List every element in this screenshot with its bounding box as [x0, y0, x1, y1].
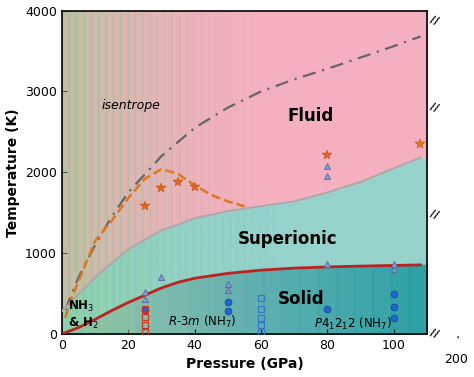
Text: //: // [429, 208, 440, 221]
Bar [113, 11, 120, 334]
Text: //: // [429, 14, 440, 26]
Bar [142, 11, 149, 334]
Bar [149, 11, 157, 334]
Bar [76, 11, 84, 334]
Text: NH$_3$
& H$_2$: NH$_3$ & H$_2$ [68, 299, 99, 331]
Bar [193, 11, 201, 334]
Text: Fluid: Fluid [288, 107, 334, 125]
Text: $R$-3$m$ (NH$_7$): $R$-3$m$ (NH$_7$) [168, 313, 237, 329]
Y-axis label: Temperature (K): Temperature (K) [6, 108, 19, 237]
X-axis label: Pressure (GPa): Pressure (GPa) [186, 357, 303, 371]
Bar [84, 11, 91, 334]
Bar [69, 11, 76, 334]
Bar [91, 11, 99, 334]
Bar [62, 11, 69, 334]
Bar [186, 11, 193, 334]
Text: 200: 200 [445, 353, 468, 366]
Text: Superionic: Superionic [238, 230, 337, 248]
Bar [157, 11, 164, 334]
Text: Solid: Solid [278, 290, 324, 308]
Bar [245, 11, 252, 334]
Text: $P4_12_12$ (NH$_7$): $P4_12_12$ (NH$_7$) [314, 316, 392, 331]
Bar [273, 11, 281, 334]
Bar [201, 11, 208, 334]
Text: //: // [429, 101, 440, 114]
Bar [99, 11, 106, 334]
Bar [223, 11, 230, 334]
Bar [106, 11, 113, 334]
Text: //: // [429, 328, 440, 340]
Bar [266, 11, 273, 334]
Bar [237, 11, 245, 334]
Bar [259, 11, 266, 334]
Bar [230, 11, 237, 334]
Bar [172, 11, 179, 334]
Bar [252, 11, 259, 334]
Bar [135, 11, 142, 334]
Bar [179, 11, 186, 334]
Bar [128, 11, 135, 334]
Text: isentrope: isentrope [102, 100, 161, 112]
Bar [215, 11, 223, 334]
Bar [164, 11, 172, 334]
Bar [208, 11, 215, 334]
Bar [120, 11, 128, 334]
